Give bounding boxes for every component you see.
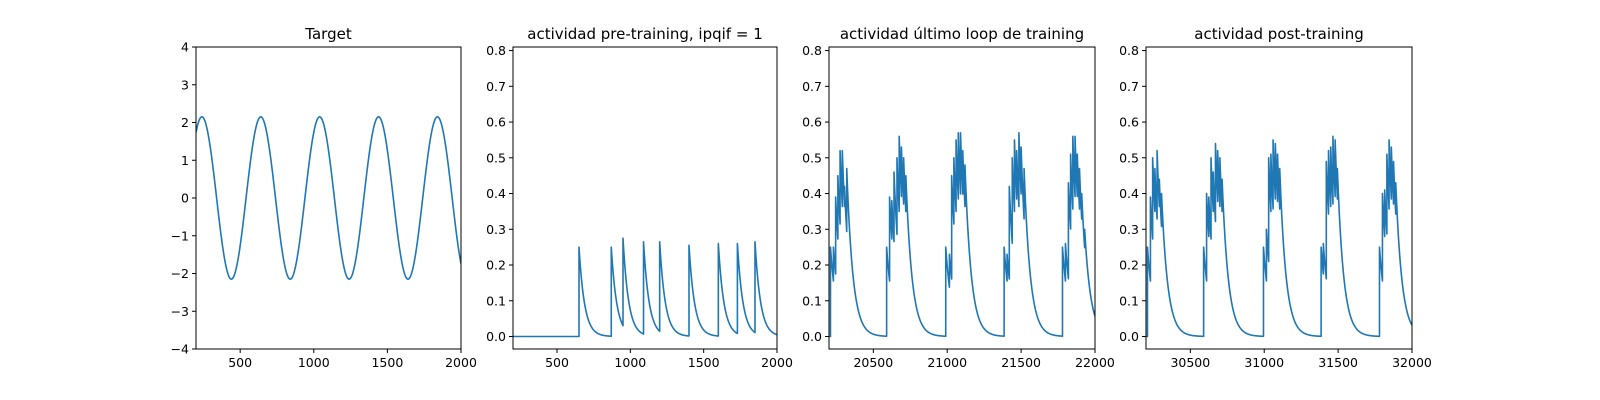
y-tick-label: −3: [171, 304, 189, 319]
y-tick-label: 0.0: [1119, 329, 1139, 344]
y-tick-label: 0.0: [486, 329, 506, 344]
x-tick-label: 31500: [1318, 355, 1358, 370]
chart-title: actividad pre-training, ipqif = 1: [527, 25, 763, 43]
y-tick-label: 0.4: [802, 186, 822, 201]
x-tick-label: 32000: [1392, 355, 1432, 370]
chart-panel-1: 500 1000 1500 2000 −4 −3 −2 −1 0 1 2 3 4 Target: [171, 25, 477, 370]
x-tick-label: 1500: [371, 355, 403, 370]
x-tick-label: 1000: [298, 355, 330, 370]
chart-title: actividad post-training: [1194, 25, 1363, 43]
y-tick-label: 0.1: [1119, 293, 1139, 308]
y-tick-label: −2: [171, 266, 189, 281]
chart-title: actividad último loop de training: [840, 25, 1084, 43]
axes-frame: [195, 46, 462, 350]
axes-frame: [1145, 46, 1413, 350]
x-tick-label: 2000: [445, 355, 477, 370]
y-tick-label: 0.1: [486, 293, 506, 308]
y-tick-label: 0.5: [802, 150, 822, 165]
chart-panel-2: 500 1000 1500 2000 0.0 0.1 0.2 0.3 0.4 0.5 0.6 0.7 0…: [486, 25, 793, 370]
axes-frame: [512, 46, 778, 350]
x-tick-label: 2000: [761, 355, 793, 370]
y-tick-label: 0.2: [802, 258, 822, 273]
x-tick-label: 22000: [1075, 355, 1115, 370]
axes-frame: [828, 46, 1096, 350]
y-tick-label: 0.8: [802, 43, 822, 58]
y-tick-label: 0.3: [802, 222, 822, 237]
y-tick-label: 0.4: [1119, 186, 1139, 201]
y-tick-label: 1: [181, 153, 189, 168]
y-tick-label: 0.3: [1119, 222, 1139, 237]
y-tick-label: 2: [181, 115, 189, 130]
y-tick-label: 0.7: [1119, 79, 1139, 94]
y-tick-label: 0.8: [1119, 43, 1139, 58]
x-tick-label: 500: [545, 355, 569, 370]
y-tick-label: 3: [181, 77, 189, 92]
x-tick-label: 21000: [927, 355, 967, 370]
series-line: [1146, 135, 1412, 338]
series-line: [196, 116, 461, 280]
y-tick-label: 0: [181, 191, 189, 206]
x-tick-label: 31000: [1244, 355, 1284, 370]
series-line: [513, 237, 777, 338]
y-tick-label: 0.5: [1119, 150, 1139, 165]
y-tick-label: −1: [171, 228, 189, 243]
x-tick-label: 30500: [1170, 355, 1210, 370]
y-tick-label: 0.7: [486, 79, 506, 94]
y-tick-label: 0.2: [1119, 258, 1139, 273]
chart-panel-4: 30500 31000 31500 32000 0.0 0.1 0.2 0.3 0.4 0.5 0.…: [1119, 25, 1432, 370]
y-tick-label: −4: [171, 342, 189, 357]
y-tick-label: 0.8: [486, 43, 506, 58]
x-tick-label: 500: [228, 355, 252, 370]
y-tick-label: 0.2: [486, 258, 506, 273]
y-tick-label: 0.6: [802, 115, 822, 130]
y-tick-label: 0.6: [1119, 115, 1139, 130]
y-tick-label: 0.3: [486, 222, 506, 237]
x-tick-label: 1500: [688, 355, 720, 370]
y-tick-label: 4: [181, 40, 189, 55]
y-tick-label: 0.1: [802, 293, 822, 308]
y-tick-label: 0.0: [802, 329, 822, 344]
series-line: [829, 131, 1095, 338]
y-tick-label: 0.4: [486, 186, 506, 201]
chart-title: Target: [304, 25, 352, 43]
y-tick-label: 0.6: [486, 115, 506, 130]
x-tick-label: 1000: [614, 355, 646, 370]
y-tick-label: 0.7: [802, 79, 822, 94]
x-tick-label: 20500: [853, 355, 893, 370]
chart-panel-3: 20500 21000 21500 22000 0.0 0.1 0.2 0.3 0.4 0.5 0.…: [802, 25, 1115, 370]
y-tick-label: 0.5: [486, 150, 506, 165]
x-tick-label: 21500: [1001, 355, 1041, 370]
